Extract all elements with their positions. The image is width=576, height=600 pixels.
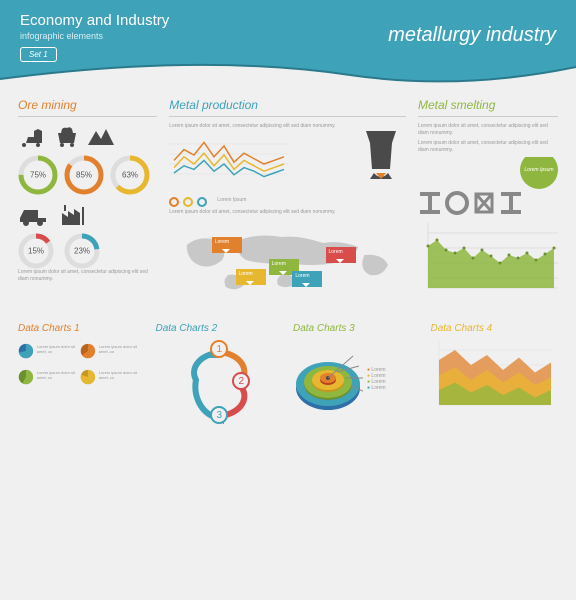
excavator-icon	[18, 123, 48, 149]
chart3-section: Data Charts 3	[293, 323, 421, 430]
header: Economy and Industry infographic element…	[0, 0, 576, 90]
metal-smelting-section: Metal smelting Lorem ipsum dolor sit ame…	[418, 98, 558, 305]
production-linechart	[169, 134, 289, 184]
furnace-icon	[356, 123, 406, 219]
chart1-section: Data Charts 1 Lorem ipsum dolor sit amet…	[18, 323, 146, 430]
industry-icons	[18, 203, 157, 227]
world-map: LoremLoremLoremLoremLorem	[169, 225, 406, 305]
stacked-areachart	[431, 340, 551, 410]
metal-production-section: Metal production Lorem ipsum dolor sit a…	[169, 98, 406, 305]
set-badge: Set 1	[20, 47, 57, 62]
chart1-title: Data Charts 1	[18, 323, 146, 334]
ore-text: Lorem ipsum dolor sit amet, consectetur …	[18, 269, 157, 282]
chart3-title: Data Charts 3	[293, 323, 421, 334]
header-right: metallurgy industry	[388, 24, 556, 47]
beam-icons	[418, 189, 558, 217]
ore-title: Ore mining	[18, 98, 157, 112]
chart2-section: Data Charts 2 1 2 3	[156, 323, 284, 430]
pie-charts: Lorem ipsum dolor sit amet, coLorem ipsu…	[18, 340, 146, 388]
chart2-title: Data Charts 2	[156, 323, 284, 334]
prod-title: Metal production	[169, 98, 406, 112]
chart4-section: Data Charts 4	[431, 323, 559, 430]
legend-dots: Lorem Ipsum	[169, 197, 348, 207]
chart4-title: Data Charts 4	[431, 323, 559, 334]
ore-mining-section: Ore mining 75%85%63% 15%23% Lorem ipsum …	[18, 98, 157, 305]
factory-icon	[58, 203, 90, 227]
smelting-areachart	[418, 223, 558, 293]
target-chart	[293, 348, 363, 418]
truck-icon	[18, 204, 50, 226]
cycle-diagram: 1 2 3	[184, 340, 254, 430]
green-badge: Lorem Ipsum	[520, 157, 558, 189]
ore-donuts-1: 75%85%63%	[18, 155, 157, 195]
wave-divider	[0, 61, 576, 91]
mining-icons	[18, 123, 157, 149]
smelt-title: Metal smelting	[418, 98, 558, 112]
ore-donuts-2: 15%23%	[18, 233, 157, 269]
minecart-icon	[52, 123, 82, 149]
mountain-icon	[86, 123, 116, 149]
